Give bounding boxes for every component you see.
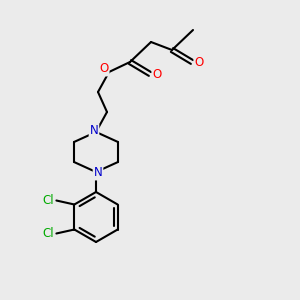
Text: Cl: Cl — [43, 194, 54, 207]
Text: O: O — [152, 68, 162, 80]
Text: O: O — [99, 62, 109, 76]
Text: N: N — [90, 124, 98, 137]
Text: N: N — [94, 167, 102, 179]
Text: Cl: Cl — [43, 227, 54, 240]
Text: O: O — [194, 56, 204, 68]
